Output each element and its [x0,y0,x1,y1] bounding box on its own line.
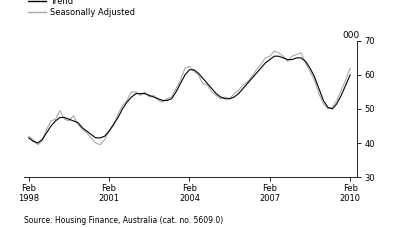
Text: Source: Housing Finance, Australia (cat. no. 5609.0): Source: Housing Finance, Australia (cat.… [24,216,223,225]
Text: 000: 000 [342,31,359,40]
Legend: Trend, Seasonally Adjusted: Trend, Seasonally Adjusted [28,0,135,17]
